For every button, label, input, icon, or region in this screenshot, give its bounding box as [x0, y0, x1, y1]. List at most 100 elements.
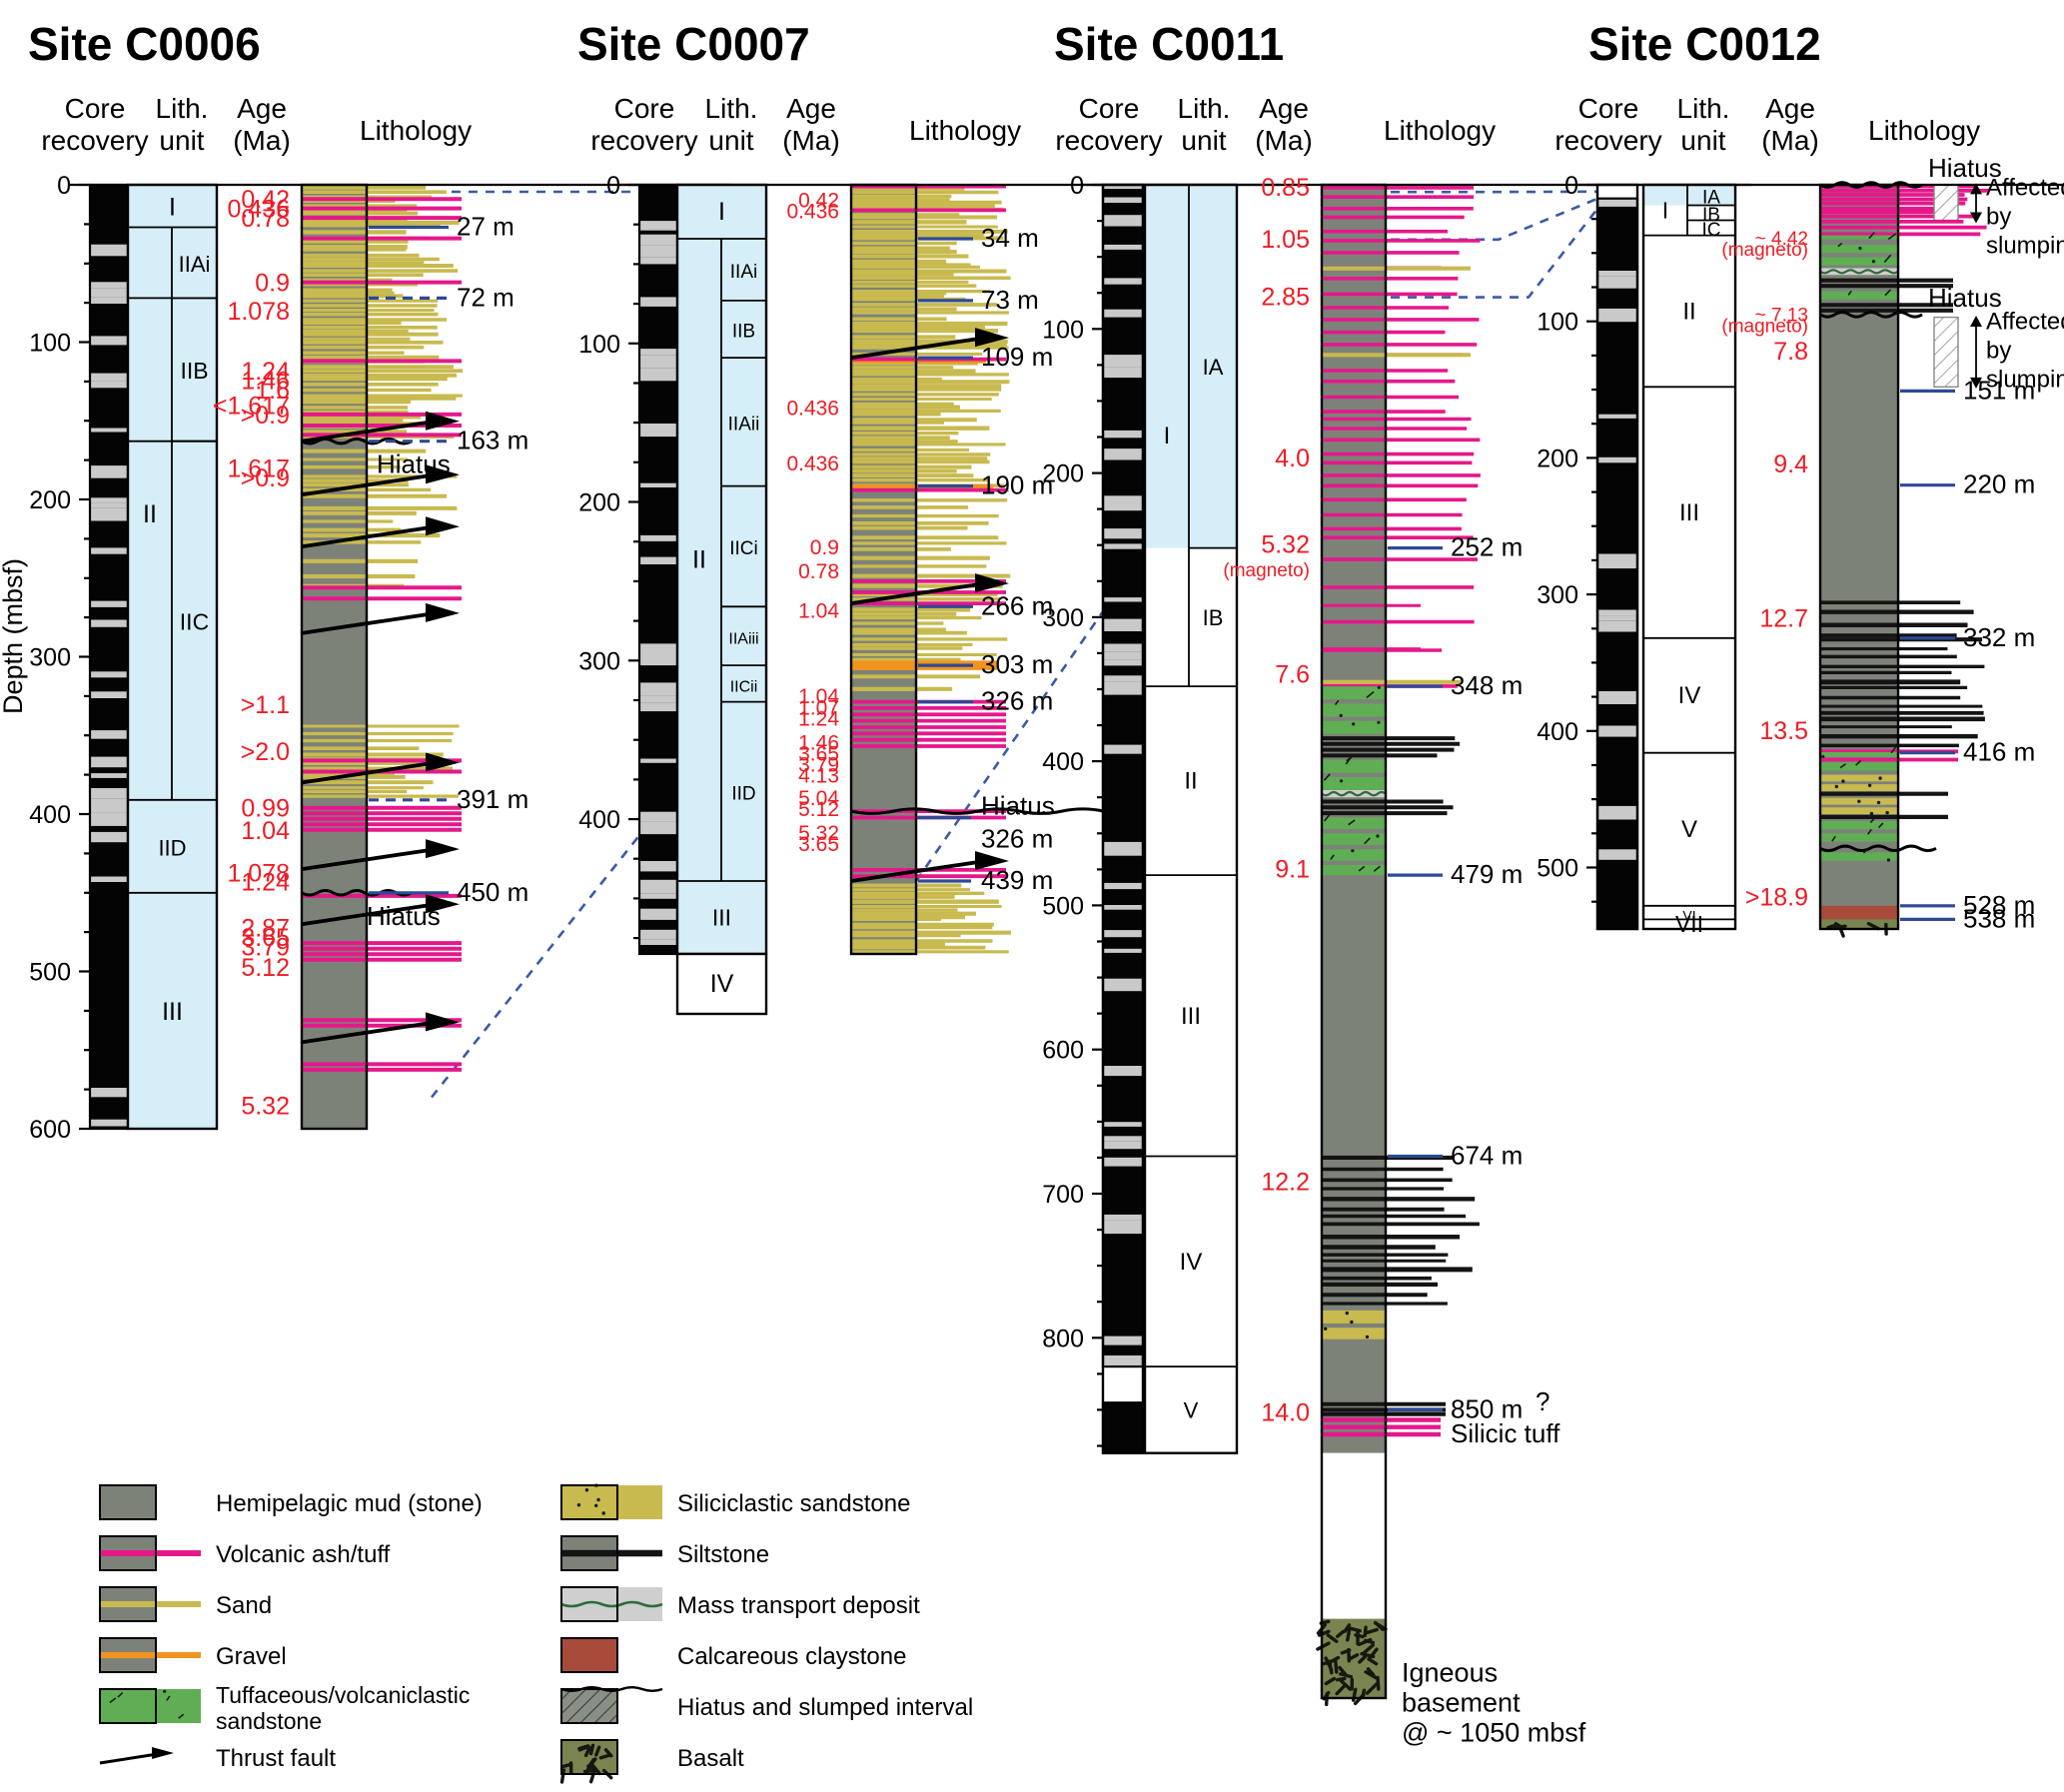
svg-text:326 m: 326 m — [981, 824, 1053, 854]
svg-text:332 m: 332 m — [1963, 622, 2035, 652]
svg-text:7.6: 7.6 — [1275, 661, 1310, 689]
svg-text:V: V — [1184, 1397, 1199, 1422]
svg-text:0.9: 0.9 — [255, 270, 290, 298]
svg-text:3.65: 3.65 — [798, 833, 839, 856]
svg-text:Sand: Sand — [216, 1592, 272, 1619]
svg-text:III: III — [1181, 1003, 1201, 1030]
svg-text:>2.0: >2.0 — [241, 738, 290, 766]
svg-text:(magneto): (magneto) — [1223, 560, 1310, 581]
svg-text:Thrust fault: Thrust fault — [216, 1745, 336, 1772]
svg-text:Lithology: Lithology — [1868, 115, 1980, 146]
svg-text:700: 700 — [1042, 1181, 1084, 1209]
svg-text:Siltstone: Siltstone — [677, 1541, 769, 1568]
svg-text:unit: unit — [1680, 125, 1725, 156]
svg-text:0.78: 0.78 — [798, 560, 839, 583]
svg-text:Hiatus: Hiatus — [1928, 283, 2002, 313]
svg-text:(Ma): (Ma) — [233, 125, 291, 156]
svg-text:2.85: 2.85 — [1261, 284, 1310, 312]
svg-text:III: III — [1679, 499, 1699, 526]
svg-text:I: I — [1164, 423, 1171, 449]
svg-text:14.0: 14.0 — [1261, 1398, 1310, 1426]
svg-text:Site C0012: Site C0012 — [1588, 18, 1821, 70]
svg-text:12.7: 12.7 — [1759, 605, 1808, 633]
svg-text:unit: unit — [1181, 125, 1226, 156]
svg-text:Site C0007: Site C0007 — [577, 18, 810, 70]
svg-text:200: 200 — [1042, 460, 1084, 488]
svg-text:0.85: 0.85 — [1261, 174, 1310, 202]
svg-text:by: by — [1986, 338, 2011, 365]
svg-text:I: I — [718, 198, 725, 226]
svg-text:200: 200 — [29, 486, 71, 514]
svg-text:Lith.: Lith. — [1677, 93, 1730, 124]
svg-text:100: 100 — [578, 331, 620, 359]
svg-text:Hemipelagic mud (stone): Hemipelagic mud (stone) — [216, 1490, 483, 1517]
svg-text:@ ~ 1050 mbsf: @ ~ 1050 mbsf — [1402, 1717, 1586, 1747]
svg-text:Basalt: Basalt — [677, 1745, 744, 1772]
svg-text:400: 400 — [1042, 748, 1084, 776]
svg-text:300: 300 — [1537, 581, 1578, 609]
svg-text:VII: VII — [1675, 911, 1703, 937]
svg-text:>0.9: >0.9 — [241, 464, 290, 492]
svg-text:600: 600 — [1042, 1037, 1084, 1065]
svg-text:9.1: 9.1 — [1275, 855, 1310, 883]
svg-text:(magneto): (magneto) — [1721, 240, 1808, 261]
svg-text:Age: Age — [786, 93, 836, 124]
svg-text:400: 400 — [1537, 718, 1578, 746]
svg-text:Calcareous claystone: Calcareous claystone — [677, 1643, 906, 1670]
svg-text:Core: Core — [1079, 93, 1140, 124]
svg-text:II: II — [1184, 768, 1197, 795]
svg-text:IB: IB — [1203, 605, 1224, 630]
svg-text:Volcanic ash/tuff: Volcanic ash/tuff — [216, 1541, 391, 1568]
svg-text:II: II — [1682, 298, 1695, 325]
svg-text:Age: Age — [1259, 93, 1309, 124]
svg-text:IIB: IIB — [180, 358, 208, 384]
svg-text:12.2: 12.2 — [1261, 1169, 1310, 1197]
svg-text:basement: basement — [1402, 1687, 1521, 1717]
svg-text:674 m: 674 m — [1451, 1141, 1523, 1171]
svg-text:500: 500 — [1537, 855, 1578, 883]
svg-text:200: 200 — [578, 489, 620, 517]
svg-text:III: III — [712, 905, 731, 931]
svg-text:Mass transport deposit: Mass transport deposit — [677, 1592, 920, 1619]
svg-text:Lithology: Lithology — [909, 115, 1021, 146]
svg-text:7.8: 7.8 — [1773, 338, 1808, 366]
svg-text:IA: IA — [1203, 355, 1224, 380]
svg-text:Hiatus: Hiatus — [367, 901, 441, 931]
svg-text:IID: IID — [731, 783, 755, 804]
svg-text:IIB: IIB — [732, 322, 755, 343]
svg-text:163 m: 163 m — [457, 426, 528, 455]
svg-text:Hiatus: Hiatus — [1928, 153, 2002, 183]
svg-text:IIAi: IIAi — [179, 252, 211, 277]
svg-text:Hiatus: Hiatus — [981, 790, 1055, 820]
svg-text:>0.9: >0.9 — [241, 402, 290, 430]
svg-text:300: 300 — [578, 647, 620, 675]
svg-text:600: 600 — [29, 1116, 71, 1144]
svg-text:252 m: 252 m — [1451, 532, 1523, 562]
svg-text:1.04: 1.04 — [241, 817, 290, 845]
svg-text:1.078: 1.078 — [227, 298, 290, 326]
svg-text:34 m: 34 m — [981, 223, 1039, 253]
svg-text:unit: unit — [708, 125, 753, 156]
svg-text:13.5: 13.5 — [1759, 717, 1808, 745]
svg-text:II: II — [692, 546, 706, 574]
svg-text:300: 300 — [29, 644, 71, 672]
svg-text:?: ? — [1536, 1386, 1549, 1416]
svg-text:220 m: 220 m — [1963, 469, 2035, 499]
svg-text:4.0: 4.0 — [1275, 445, 1310, 472]
svg-text:1.05: 1.05 — [1261, 226, 1310, 254]
svg-text:416 m: 416 m — [1963, 737, 2035, 767]
svg-text:Lithology: Lithology — [360, 115, 472, 146]
svg-text:450 m: 450 m — [457, 877, 528, 907]
svg-text:Igneous: Igneous — [1402, 1657, 1498, 1687]
svg-text:538 m: 538 m — [1963, 903, 2035, 933]
svg-text:IIAi: IIAi — [730, 262, 757, 283]
svg-text:Lith.: Lith. — [156, 93, 209, 124]
svg-text:1.24: 1.24 — [241, 869, 290, 897]
svg-text:0.436: 0.436 — [786, 200, 839, 223]
svg-text:109 m: 109 m — [981, 342, 1053, 372]
svg-text:I: I — [169, 193, 176, 221]
svg-text:1.24: 1.24 — [798, 707, 839, 730]
svg-text:IIAiii: IIAiii — [728, 631, 758, 648]
svg-text:recovery: recovery — [1554, 125, 1661, 156]
svg-text:400: 400 — [29, 801, 71, 829]
